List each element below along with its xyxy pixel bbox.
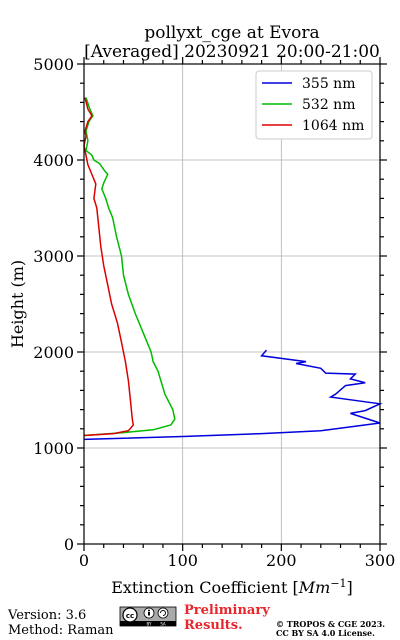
series-lines — [83, 97, 383, 441]
y-tick-label: 2000 — [33, 343, 74, 362]
legend-label: 355 nm — [302, 76, 355, 92]
sa-label: SA — [160, 622, 166, 627]
y-tick-label: 3000 — [33, 247, 74, 266]
chart-title: pollyxt_cge at Evora — [144, 23, 319, 43]
license-text: CC BY SA 4.0 License. — [276, 628, 375, 638]
series-line-1064-nm — [83, 97, 135, 437]
legend-label: 1064 nm — [302, 118, 364, 134]
copyright-text: © TROPOS & CGE 2023. — [276, 619, 385, 629]
cc-icon — [122, 607, 138, 623]
series-line-355-nm — [83, 349, 383, 441]
results-text: Results. — [184, 618, 243, 633]
y-tick-label: 4000 — [33, 151, 74, 170]
legend-label: 532 nm — [302, 97, 355, 113]
grid-lines — [84, 64, 380, 544]
cc-icon-label: cc — [126, 612, 134, 620]
version-text: Version: 3.6 — [7, 608, 86, 623]
series-line-532-nm — [83, 97, 176, 437]
y-tick-label: 5000 — [33, 55, 74, 74]
x-tick-label: 200 — [266, 551, 297, 570]
x-tick-label: 100 — [167, 551, 198, 570]
cc-license-badge: cc BY SA — [119, 606, 177, 627]
by-label: BY — [147, 622, 153, 627]
chart-subtitle: [Averaged] 20230921 20:00-21:00 — [84, 42, 380, 62]
x-tick-label: 300 — [365, 551, 396, 570]
plot-frame — [83, 63, 381, 545]
sa-icon — [157, 607, 169, 619]
y-tick-label: 0 — [64, 535, 74, 554]
y-tick-label: 1000 — [33, 439, 74, 458]
x-axis-label: Extinction Coefficient [Mm−1] — [111, 577, 353, 597]
x-tick-label: 0 — [79, 551, 89, 570]
legend-box — [255, 70, 373, 140]
legend: 355 nm 532 nm 1064 nm — [255, 70, 373, 140]
y-axis-label: Height (m) — [8, 260, 27, 348]
method-text: Method: Raman — [8, 623, 114, 638]
preliminary-text: Preliminary — [184, 603, 270, 618]
